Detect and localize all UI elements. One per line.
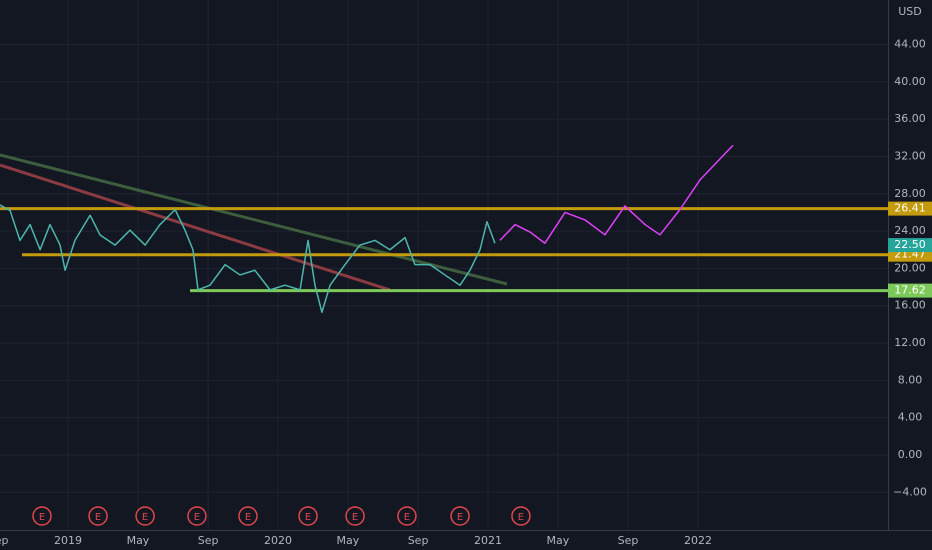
price-line (0, 204, 496, 314)
y-tick-label: 36.00 (894, 112, 926, 125)
trend-line (0, 163, 391, 292)
x-tick-label: Sep (408, 534, 429, 547)
earnings-marker (32, 506, 52, 526)
level-tag (888, 201, 932, 216)
earnings-marker (135, 506, 155, 526)
x-tick-label: 2020 (264, 534, 292, 547)
x-tick-label: 2019 (54, 534, 82, 547)
earnings-marker (450, 506, 470, 526)
currency-label: USD (898, 5, 922, 18)
level-label: 26.41 (894, 202, 926, 215)
y-tick-label: 20.00 (894, 261, 926, 274)
level-label: 17.62 (894, 284, 926, 297)
earnings-marker (511, 506, 531, 526)
y-tick-label: 0.00 (898, 448, 923, 461)
y-tick-label: 12.00 (894, 336, 926, 349)
earnings-label: E (352, 512, 358, 523)
earnings-marker (345, 506, 365, 526)
last-price-tag (888, 238, 932, 253)
earnings-marker (397, 506, 417, 526)
earnings-label: E (95, 512, 101, 523)
y-tick-label: 44.00 (894, 38, 926, 51)
trend-line (0, 153, 508, 286)
x-tick-label: May (547, 534, 570, 547)
y-tick-label: 28.00 (894, 187, 926, 200)
last-price-label: 22.50 (894, 238, 926, 251)
earnings-label: E (39, 512, 45, 523)
y-tick-label: 4.00 (898, 411, 923, 424)
x-tick-label: 2021 (474, 534, 502, 547)
x-tick-label: 2022 (684, 534, 712, 547)
y-tick-label: −4.00 (893, 485, 927, 498)
x-tick-label: Sep (198, 534, 219, 547)
earnings-label: E (305, 512, 311, 523)
earnings-label: E (245, 512, 251, 523)
earnings-label: E (404, 512, 410, 523)
y-tick-label: 24.00 (894, 224, 926, 237)
earnings-marker (238, 506, 258, 526)
y-tick-label: 32.00 (894, 149, 926, 162)
y-tick-label: 16.00 (894, 299, 926, 312)
x-tick-label: Sep (0, 534, 8, 547)
earnings-marker (298, 506, 318, 526)
earnings-label: E (457, 512, 463, 523)
earnings-marker (187, 506, 207, 526)
price-line (499, 144, 734, 244)
earnings-label: E (142, 512, 148, 523)
level-tag (888, 283, 932, 298)
earnings-marker (88, 506, 108, 526)
earnings-label: E (518, 512, 524, 523)
x-tick-label: Sep (618, 534, 639, 547)
y-tick-label: 40.00 (894, 75, 926, 88)
earnings-label: E (194, 512, 200, 523)
x-tick-label: May (127, 534, 150, 547)
y-tick-label: 8.00 (898, 373, 923, 386)
x-tick-label: May (337, 534, 360, 547)
